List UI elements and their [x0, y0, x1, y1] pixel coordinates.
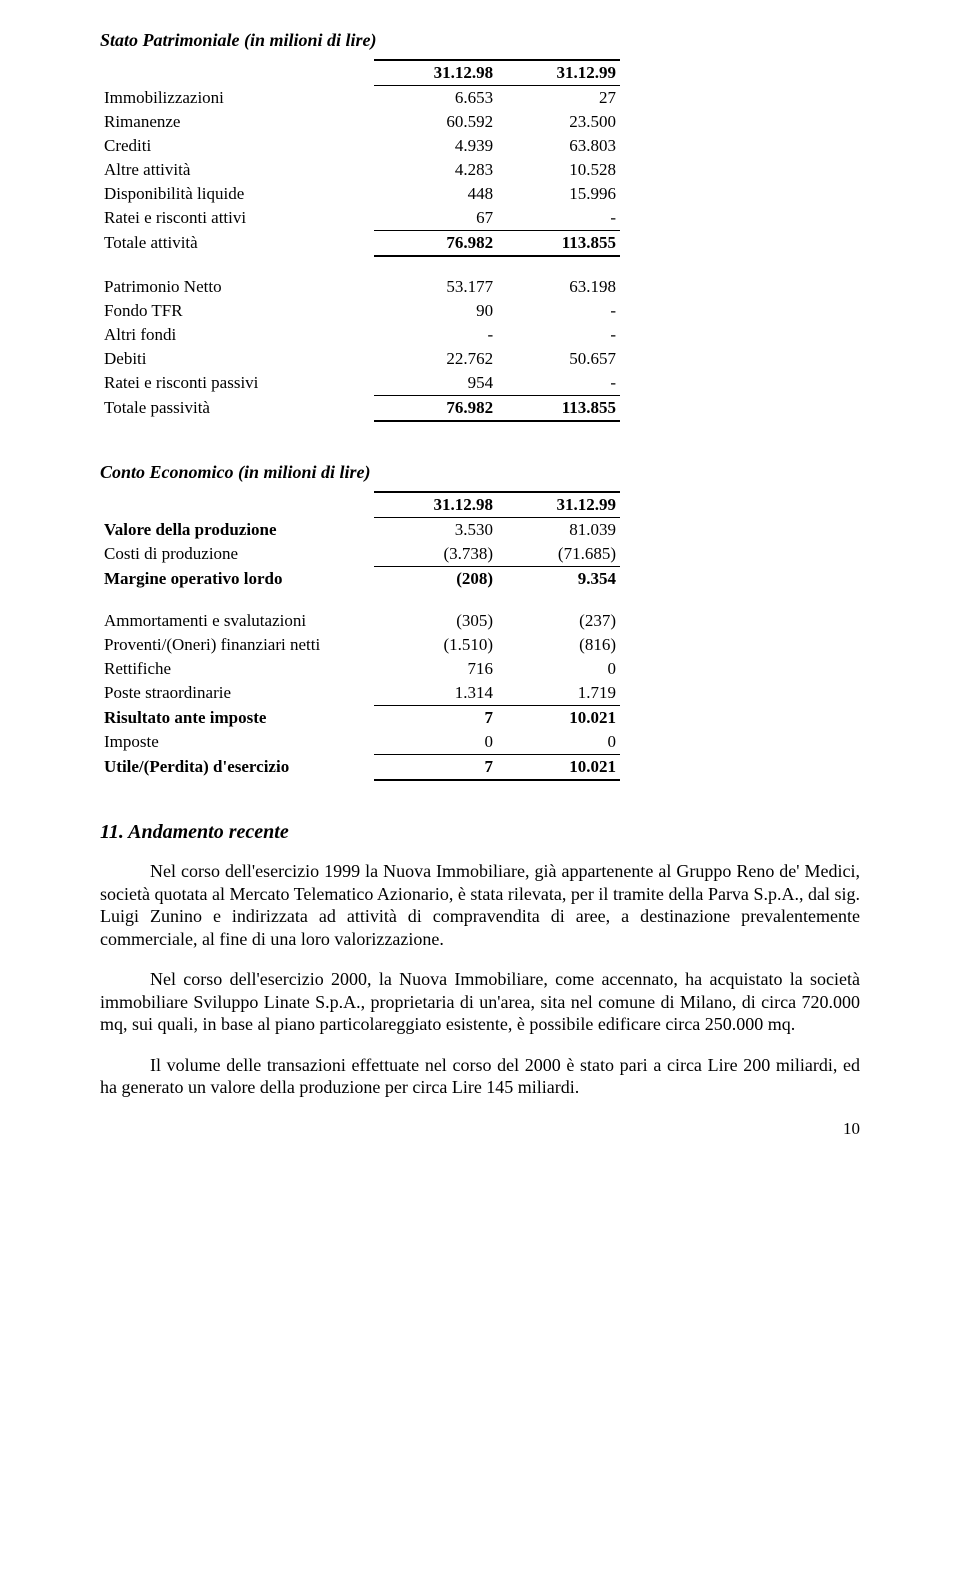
is-col2: 31.12.99	[497, 492, 620, 518]
table-row: Valore della produzione3.53081.039	[100, 518, 620, 543]
table-row: Fondo TFR90-	[100, 299, 620, 323]
table-row: Altri fondi--	[100, 323, 620, 347]
table-row: Imposte00	[100, 730, 620, 755]
section-11-heading: 11. Andamento recente	[100, 821, 860, 844]
table-row: Debiti22.76250.657	[100, 347, 620, 371]
table-row: Patrimonio Netto53.17763.198	[100, 275, 620, 299]
bs-total-liabilities: Totale passività76.982113.855	[100, 396, 620, 422]
balance-sheet-table: 31.12.98 31.12.99 Immobilizzazioni6.6532…	[100, 59, 620, 422]
table-row: Rimanenze60.59223.500	[100, 110, 620, 134]
table-row: Ammortamenti e svalutazioni(305)(237)	[100, 609, 620, 633]
income-statement-table: 31.12.98 31.12.99 Valore della produzion…	[100, 491, 620, 781]
is-col1: 31.12.98	[374, 492, 497, 518]
section-11-p2: Nel corso dell'esercizio 2000, la Nuova …	[100, 968, 860, 1036]
is-pretax: Risultato ante imposte710.021	[100, 706, 620, 731]
bs-total-assets: Totale attività76.982113.855	[100, 231, 620, 257]
page-number: 10	[100, 1119, 860, 1139]
table-row: Ratei e risconti passivi954-	[100, 371, 620, 396]
table-row: Altre attività4.28310.528	[100, 158, 620, 182]
table-row: Immobilizzazioni6.65327	[100, 86, 620, 111]
bs-col1: 31.12.98	[374, 60, 497, 86]
section-11-p3: Il volume delle transazioni effettuate n…	[100, 1054, 860, 1099]
income-statement-title: Conto Economico (in milioni di lire)	[100, 462, 860, 483]
is-mol: Margine operativo lordo(208)9.354	[100, 567, 620, 592]
table-row: Rettifiche7160	[100, 657, 620, 681]
is-net: Utile/(Perdita) d'esercizio710.021	[100, 755, 620, 781]
table-row: Poste straordinarie1.3141.719	[100, 681, 620, 706]
table-row: Ratei e risconti attivi67-	[100, 206, 620, 231]
balance-sheet-title: Stato Patrimoniale (in milioni di lire)	[100, 30, 860, 51]
table-row: Disponibilità liquide44815.996	[100, 182, 620, 206]
table-row: Proventi/(Oneri) finanziari netti(1.510)…	[100, 633, 620, 657]
table-row: Costi di produzione(3.738)(71.685)	[100, 542, 620, 567]
bs-col2: 31.12.99	[497, 60, 620, 86]
table-row: Crediti4.93963.803	[100, 134, 620, 158]
section-11-p1: Nel corso dell'esercizio 1999 la Nuova I…	[100, 860, 860, 950]
